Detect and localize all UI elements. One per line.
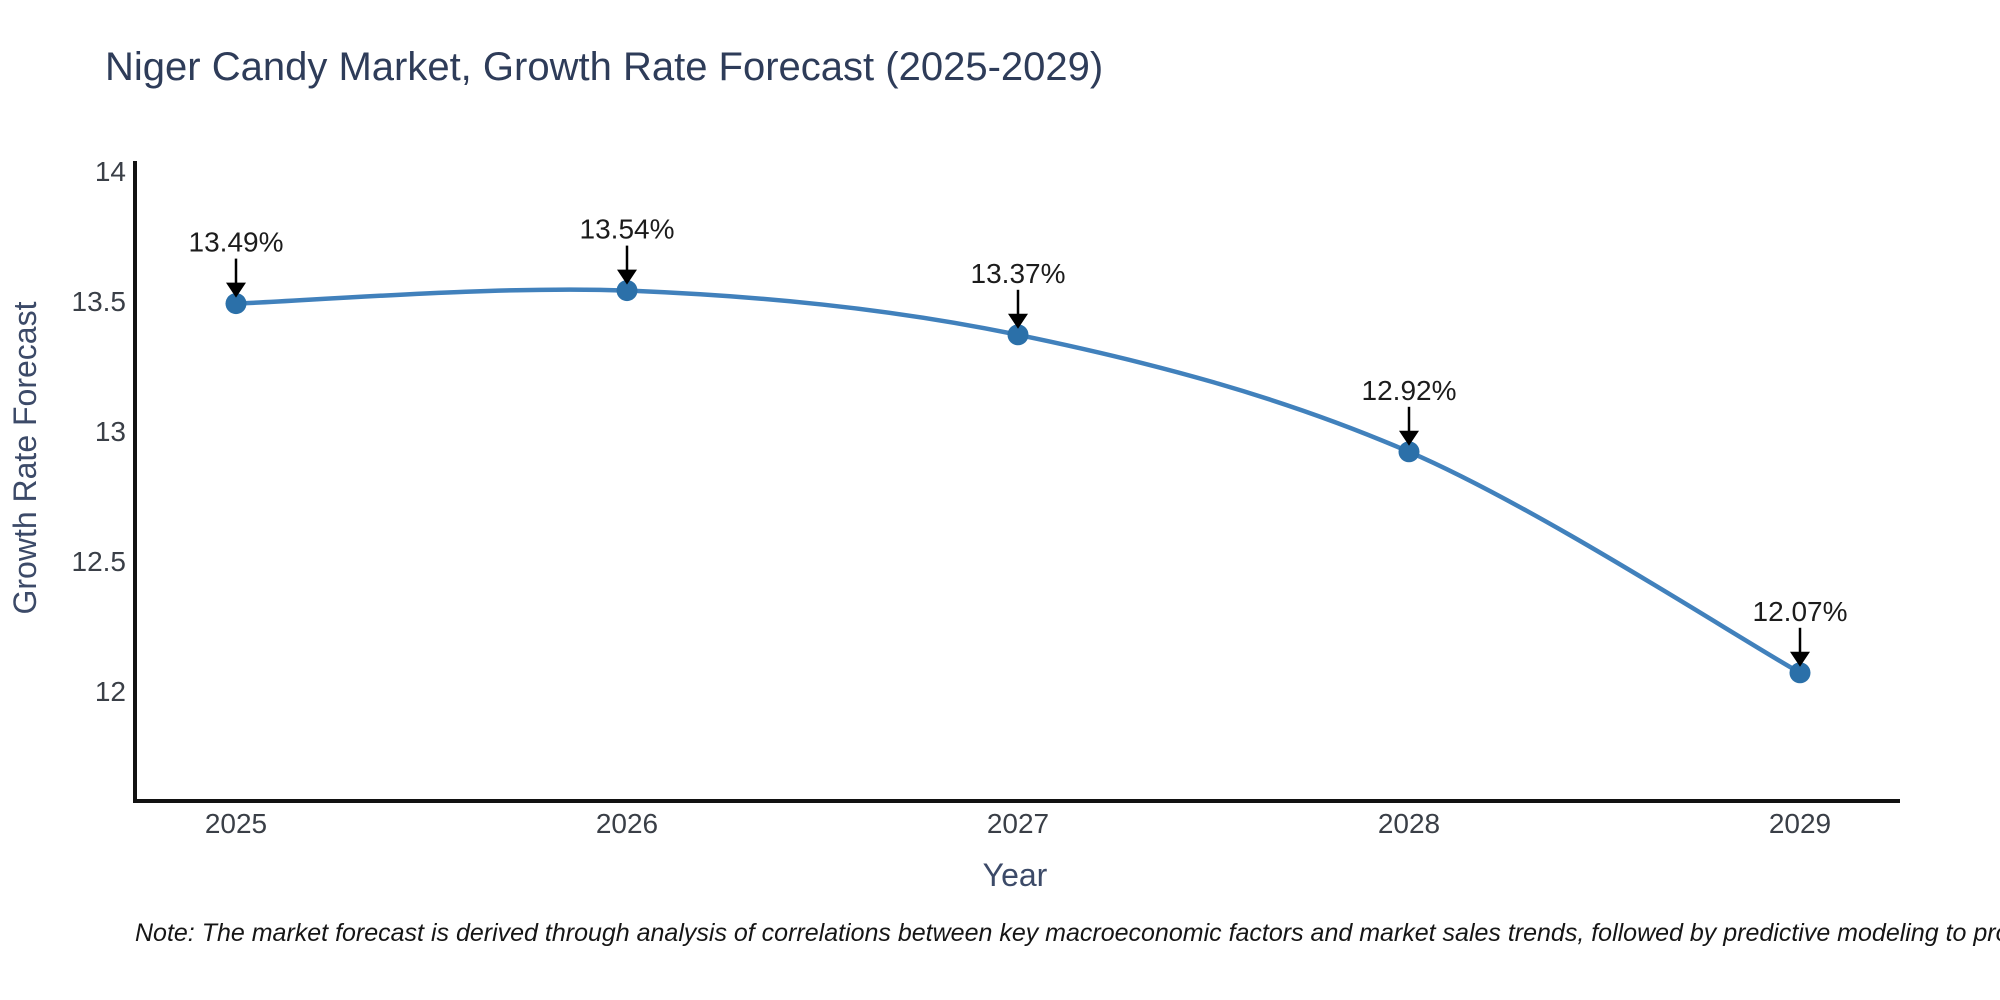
x-tick-label: 2029 [1769, 808, 1831, 839]
y-tick-label: 13.5 [72, 286, 127, 317]
point-value-label: 12.07% [1753, 596, 1848, 627]
point-value-label: 13.54% [580, 214, 675, 245]
x-tick-label: 2026 [596, 808, 658, 839]
x-axis-tick-labels: 2025 2026 2027 2028 2029 [205, 808, 1831, 839]
data-point-markers [225, 280, 1811, 684]
series-growth-rate [225, 280, 1811, 684]
x-tick-label: 2028 [1378, 808, 1440, 839]
y-tick-label: 12.5 [72, 546, 127, 577]
data-point-marker [1007, 324, 1029, 346]
point-value-label: 13.49% [189, 227, 284, 258]
x-tick-label: 2025 [205, 808, 267, 839]
annotation-arrow-head [1008, 313, 1028, 329]
series-line [233, 287, 1803, 676]
y-axis-title: Growth Rate Forecast [7, 301, 43, 614]
annotation-arrows [226, 245, 1810, 667]
chart-title: Niger Candy Market, Growth Rate Forecast… [105, 45, 1103, 89]
point-value-label: 13.37% [971, 258, 1066, 289]
y-tick-label: 12 [95, 676, 126, 707]
data-point-marker [1398, 441, 1420, 463]
y-tick-label: 13 [95, 416, 126, 447]
annotation-arrow-head [617, 269, 637, 285]
y-tick-label: 14 [95, 156, 126, 187]
annotation-arrow-head [226, 282, 246, 298]
point-annotations: 13.49% 13.54% 13.37% 12.92% 12.07% [189, 214, 1848, 627]
footnote: Note: The market forecast is derived thr… [135, 919, 2000, 947]
x-axis-title: Year [983, 857, 1048, 893]
axis-spine [133, 161, 1900, 803]
annotation-arrow-head [1399, 430, 1419, 446]
data-point-marker [616, 280, 638, 302]
data-point-marker [1789, 662, 1811, 684]
annotation-arrow-head [1790, 651, 1810, 667]
axis-spines [133, 161, 1900, 803]
data-point-marker [225, 293, 247, 315]
x-tick-label: 2027 [987, 808, 1049, 839]
y-axis-tick-labels: 14 13.5 13 12.5 12 [72, 156, 127, 707]
point-value-label: 12.92% [1362, 375, 1457, 406]
